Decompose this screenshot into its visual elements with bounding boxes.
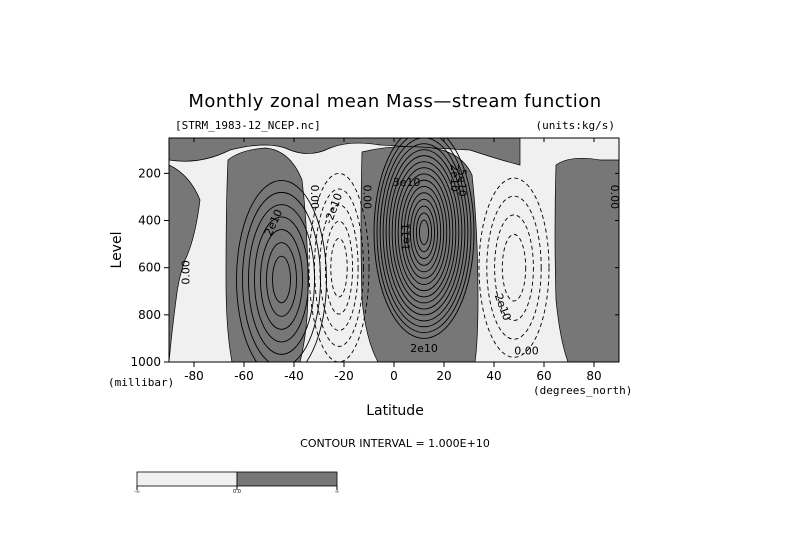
contour-label: 1e11 [400,223,413,251]
contour-label: 3e10 [393,176,421,189]
hadley-positive-cell-contour-5 [385,149,463,316]
x-tick-label: 40 [486,369,501,383]
hadley-positive-cell-contour-6 [388,155,460,310]
shade-north-cell [554,158,619,362]
y-tick-label: 200 [138,166,161,180]
contour-interval-label: CONTOUR INTERVAL = 1.000E+10 [300,437,490,450]
hadley-positive-cell-contour-9 [397,173,451,292]
southern-negative-cell-contour-1 [308,172,370,362]
hadley-positive-cell-contour-4 [382,143,466,322]
southern-negative-cell-contour-2 [314,188,364,347]
hadley-positive-cell-contour-2 [376,138,472,334]
y-axis-label: Level [109,232,125,269]
units-label: (units:kg/s) [536,119,615,132]
southern-positive-cell-contour-6 [266,242,297,317]
x-axis-label: Latitude [366,403,424,419]
hadley-positive-cell-contour-13 [409,198,439,266]
contour-label: 0.00 [514,344,539,357]
contour-label: 5e10 [456,169,469,197]
shade-south-cell [225,147,309,362]
y-tick-label: 400 [138,214,161,228]
northern-negative-cell-contour-4 [501,233,527,302]
southern-negative-cell-contour-5 [330,237,348,298]
hadley-positive-cell-contour-11 [403,185,445,279]
x-tick-label: -20 [334,369,354,383]
hadley-positive-cell-contour-14 [412,205,436,260]
contour-label: 2e10 [410,342,438,355]
x-unit-label: (degrees_north) [533,384,632,397]
southern-positive-cell-contour-5 [260,229,303,330]
x-tick-label: 0 [390,369,398,383]
colorbar: -∞ 0.0 ∞ [134,471,339,495]
x-tick-label: 60 [536,369,551,383]
chart-title: Monthly zonal mean Mass—stream function [188,91,601,112]
x-tick-label: 80 [586,369,601,383]
contour-label: 2e10 [448,164,461,192]
y-axis: 200 400 600 800 1000 [130,166,619,369]
hadley-positive-cell-contour-16 [419,219,429,246]
hadley-positive-cell-contour-7 [391,161,457,304]
shade-far-south [169,164,201,362]
colorbar-negative-swatch [136,471,238,487]
southern-negative-cell-contour-3 [319,204,359,331]
southern-positive-cell-contour-1 [236,180,327,362]
hadley-positive-cell-contour-8 [394,167,454,298]
colorbar-label-max: ∞ [335,489,339,495]
file-label: [STRM_1983-12_NCEP.nc] [175,119,321,132]
contour-label: 0.00 [608,185,621,210]
contour-label: 0.00 [308,185,321,210]
southern-positive-cell-contour-7 [272,255,291,304]
shade-top-band [169,138,521,166]
northern-negative-cell-contour-1 [478,177,550,358]
hadley-positive-cell-contour-3 [379,138,469,328]
contour-lines [236,138,550,362]
colorbar-label-min: -∞ [134,489,140,495]
x-tick-label: 20 [436,369,451,383]
colorbar-positive-swatch [236,471,338,487]
x-axis: -80 -60 -40 -20 0 20 40 60 80 [184,138,602,383]
southern-positive-cell-contour-2 [242,191,321,362]
y-tick-label: 800 [138,308,161,322]
southern-negative-cell-contour-4 [324,220,354,315]
y-tick-label: 600 [138,261,161,275]
x-tick-label: -60 [234,369,254,383]
northern-negative-cell-contour-3 [494,214,534,321]
x-tick-label: -80 [184,369,204,383]
hadley-positive-cell-contour-10 [400,179,448,285]
southern-positive-cell-contour-4 [254,216,309,343]
y-unit-label: (millibar) [108,376,174,389]
contour-label: 0.00 [361,185,374,210]
x-tick-label: -40 [284,369,304,383]
hadley-positive-cell-contour-12 [406,192,442,273]
colorbar-label-zero: 0.0 [233,489,241,495]
y-tick-label: 1000 [130,355,161,369]
hadley-positive-cell-contour-15 [415,212,433,253]
northern-negative-cell-contour-2 [486,195,542,340]
contour-label: 0.00 [180,260,193,285]
hadley-positive-cell-contour-1 [373,138,475,339]
